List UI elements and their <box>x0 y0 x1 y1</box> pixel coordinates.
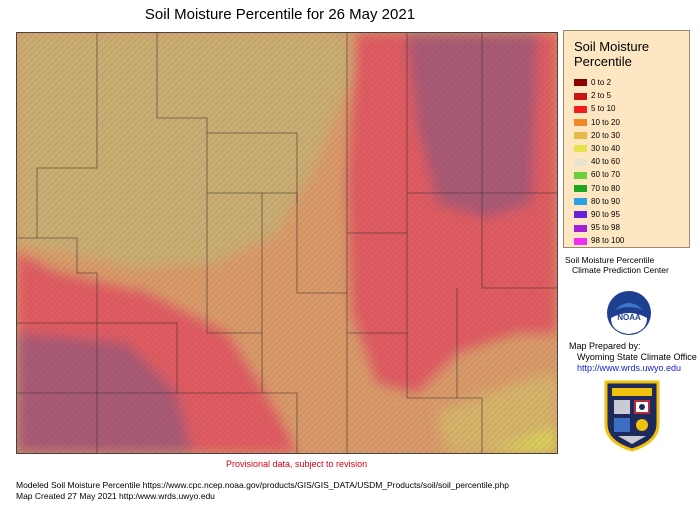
terrain-texture <box>17 33 557 453</box>
map-title: Soil Moisture Percentile for 26 May 2021 <box>144 6 416 23</box>
legend-swatch <box>574 224 587 232</box>
prepared-line1: Map Prepared by: <box>569 341 641 351</box>
legend-swatch <box>574 118 587 126</box>
legend-title: Soil Moisture Percentile <box>574 39 649 69</box>
svg-text:NOAA: NOAA <box>617 313 641 322</box>
legend-item: 0 to 2 <box>574 77 611 88</box>
footer-line1: Modeled Soil Moisture Percentile https:/… <box>16 480 509 490</box>
soil-moisture-map <box>16 32 558 454</box>
legend-label: 30 to 40 <box>591 144 620 153</box>
legend-swatch <box>574 92 587 100</box>
legend-label: 5 to 10 <box>591 104 616 114</box>
legend-swatch <box>574 211 587 219</box>
legend: Soil Moisture Percentile 0 to 2 2 to 5 5 t… <box>563 30 690 248</box>
data-source: Soil Moisture Percentile Climate Predict… <box>565 255 669 275</box>
legend-item: 90 to 95 <box>574 209 620 220</box>
legend-swatch <box>574 132 587 140</box>
provisional-note: Provisional data, subject to revision <box>226 459 368 469</box>
county-boundaries <box>17 33 557 453</box>
legend-label: 40 to 60 <box>591 157 620 167</box>
legend-swatch <box>574 184 587 192</box>
legend-label: 60 to 70 <box>591 170 620 180</box>
prepared-line2: Wyoming State Climate Office <box>577 352 697 362</box>
legend-item: 2 to 5 <box>574 90 611 101</box>
legend-item: 98 to 100 <box>574 235 624 246</box>
wyoming-climate-office-logo <box>604 380 660 452</box>
footer: Modeled Soil Moisture Percentile https:/… <box>16 480 509 502</box>
legend-label: 10 to 20 <box>591 117 620 127</box>
legend-swatch <box>574 145 587 153</box>
legend-swatch <box>574 237 587 245</box>
legend-item: 95 to 98 <box>574 222 620 233</box>
legend-swatch <box>574 79 587 87</box>
legend-label: 70 to 80 <box>591 183 620 193</box>
source-line1: Soil Moisture Percentile <box>565 255 655 265</box>
source-line2: Climate Prediction Center <box>572 265 669 275</box>
legend-item: 60 to 70 <box>574 169 620 180</box>
legend-swatch <box>574 198 587 206</box>
legend-title-line1: Soil Moisture <box>574 39 650 54</box>
footer-line2: Map Created 27 May 2021 http:/www.wrds.u… <box>16 491 215 501</box>
prepared-link[interactable]: http://www.wrds.uwyo.edu <box>577 363 682 373</box>
legend-swatch <box>574 171 587 179</box>
legend-swatch <box>574 105 587 113</box>
noaa-logo: NOAA <box>607 291 651 335</box>
legend-item: 10 to 20 <box>574 117 620 128</box>
legend-swatch <box>574 158 587 166</box>
legend-title-line2: Percentile <box>574 54 632 69</box>
legend-item: 30 to 40 <box>574 143 620 154</box>
legend-label: 0 to 2 <box>591 78 612 87</box>
legend-item: 5 to 10 <box>574 103 615 114</box>
legend-label: 90 to 95 <box>591 210 620 219</box>
legend-item: 80 to 90 <box>574 196 620 207</box>
legend-label: 2 to 5 <box>591 91 612 101</box>
prepared-by: Map Prepared by: Wyoming State Climate O… <box>569 341 697 374</box>
legend-item: 40 to 60 <box>574 156 620 167</box>
legend-label: 95 to 98 <box>591 223 620 233</box>
legend-item: 70 to 80 <box>574 183 620 194</box>
legend-item: 20 to 30 <box>574 130 620 141</box>
legend-label: 98 to 100 <box>591 236 625 246</box>
legend-label: 80 to 90 <box>591 196 620 206</box>
legend-label: 20 to 30 <box>591 130 620 140</box>
